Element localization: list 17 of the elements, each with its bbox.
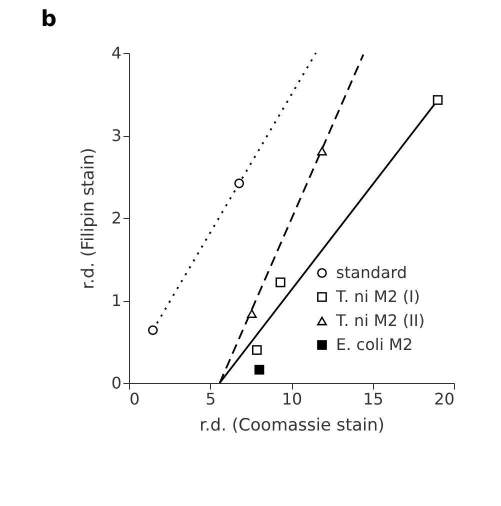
chart-title: b xyxy=(40,7,57,32)
x-tick-label: 0 xyxy=(130,390,140,408)
x-tick-label: 15 xyxy=(363,390,384,408)
legend-label: standard xyxy=(336,263,407,282)
legend-label: T. ni M2 (I) xyxy=(335,287,420,306)
y-axis-title: r.d. (Filipin stain) xyxy=(78,148,98,290)
y-tick-label: 1 xyxy=(111,291,122,310)
legend-label: E. coli M2 xyxy=(336,335,413,354)
x-tick-label: 20 xyxy=(434,390,454,408)
y-tick-label: 2 xyxy=(111,208,122,228)
legend-label: T. ni M2 (II) xyxy=(335,311,425,330)
x-axis-title: r.d. (Coomassie stain) xyxy=(199,416,385,436)
y-tick-label: 3 xyxy=(111,126,122,145)
y-tick-label: 4 xyxy=(111,44,122,62)
x-tick-label: 5 xyxy=(206,390,216,408)
x-tick-label: 10 xyxy=(282,390,302,408)
y-tick-label: 0 xyxy=(111,374,122,392)
